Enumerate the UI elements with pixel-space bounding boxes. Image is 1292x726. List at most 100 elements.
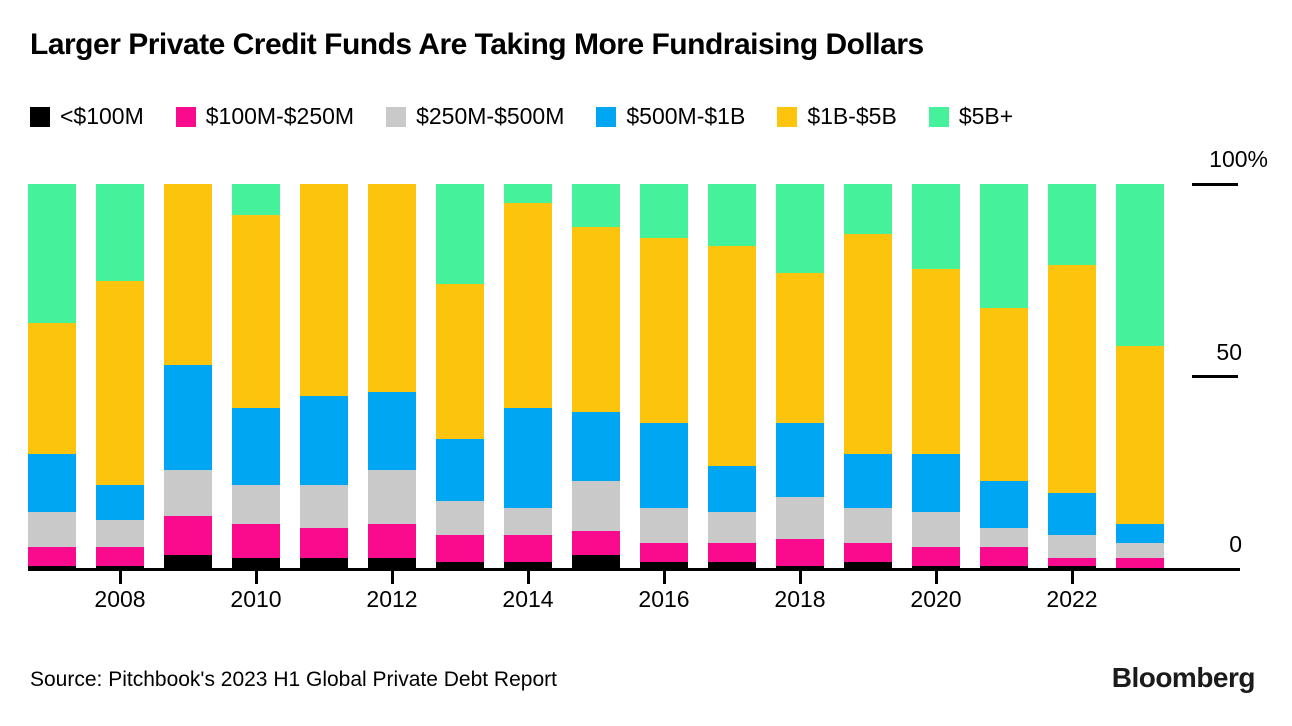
- segment-2021-$500M-$1B: [980, 481, 1028, 528]
- segment-2017-$500M-$1B: [708, 465, 756, 513]
- segment-2020-$500M-$1B: [912, 454, 960, 513]
- legend-item-5: $5B+: [928, 103, 1013, 130]
- bar-2019: [844, 184, 892, 570]
- segment-2017-$250M-$500M: [708, 512, 756, 543]
- x-tick-2022: [1070, 570, 1074, 584]
- segment-2013-$1B-$5B: [436, 284, 484, 439]
- x-tick-label-2014: 2014: [502, 586, 554, 612]
- chart-title: Larger Private Credit Funds Are Taking M…: [30, 28, 924, 61]
- legend-swatch-icon: [30, 106, 50, 127]
- segment-2022-$1B-$5B: [1048, 265, 1096, 493]
- x-tick-label-2018: 2018: [774, 586, 826, 612]
- segment-2012-$100M-$250M: [368, 523, 416, 559]
- segment-2008-$1B-$5B: [96, 280, 144, 486]
- segment-2023-$1B-$5B: [1116, 346, 1164, 524]
- x-tick-2014: [526, 570, 530, 584]
- segment-2022-$5B+: [1048, 184, 1096, 266]
- segment-2022-$250M-$500M: [1048, 535, 1096, 559]
- x-tick-2016: [662, 570, 666, 584]
- segment-2020-$100M-$250M: [912, 546, 960, 567]
- legend-label: $1B-$5B: [807, 103, 897, 129]
- segment-2023-$100M-$250M: [1116, 558, 1164, 570]
- bar-2021: [980, 184, 1028, 570]
- legend-swatch-icon: [175, 106, 196, 127]
- legend-swatch-icon: [928, 106, 949, 127]
- segment-2007-$5B+: [28, 184, 76, 323]
- segment-2019-<$100M: [844, 562, 892, 570]
- segment-2014-$100M-$250M: [504, 535, 552, 563]
- segment-2022-$500M-$1B: [1048, 492, 1096, 536]
- bar-2008: [96, 184, 144, 570]
- segment-2014-$500M-$1B: [504, 407, 552, 509]
- segment-2023-$500M-$1B: [1116, 523, 1164, 543]
- segment-2009-$1B-$5B: [164, 184, 212, 366]
- legend-swatch-icon: [386, 106, 407, 127]
- segment-2007-$1B-$5B: [28, 322, 76, 455]
- segment-2009-$500M-$1B: [164, 365, 212, 470]
- x-tick-label-2008: 2008: [94, 586, 146, 612]
- segment-2017-<$100M: [708, 562, 756, 570]
- segment-2012-$500M-$1B: [368, 392, 416, 470]
- bar-2014: [504, 184, 552, 570]
- segment-2015-$100M-$250M: [572, 531, 620, 555]
- segment-2010-$500M-$1B: [232, 407, 280, 486]
- segment-2016-$5B+: [640, 184, 688, 239]
- segment-2010-$100M-$250M: [232, 523, 280, 559]
- y-tick-label-50: 50: [1216, 339, 1242, 365]
- segment-2015-<$100M: [572, 554, 620, 570]
- x-tick-label-2010: 2010: [230, 586, 282, 612]
- segment-2009-<$100M: [164, 554, 212, 570]
- x-tick-2020: [934, 570, 938, 584]
- segment-2013-$500M-$1B: [436, 438, 484, 501]
- segment-2018-$250M-$500M: [776, 496, 824, 540]
- segment-2007-$100M-$250M: [28, 546, 76, 567]
- segment-2018-$100M-$250M: [776, 539, 824, 567]
- segment-2016-$1B-$5B: [640, 238, 688, 424]
- segment-2010-$1B-$5B: [232, 214, 280, 408]
- legend-item-4: $1B-$5B: [777, 103, 897, 130]
- segment-2016-$250M-$500M: [640, 508, 688, 543]
- segment-2015-$250M-$500M: [572, 481, 620, 532]
- segment-2007-$250M-$500M: [28, 512, 76, 547]
- segment-2014-$1B-$5B: [504, 203, 552, 408]
- segment-2013-$100M-$250M: [436, 535, 484, 563]
- y-tick-label-100pct: 100%: [1209, 146, 1268, 172]
- segment-2011-$1B-$5B: [300, 184, 348, 397]
- segment-2009-$100M-$250M: [164, 515, 212, 555]
- segment-2007-$500M-$1B: [28, 454, 76, 513]
- segment-2011-$500M-$1B: [300, 396, 348, 486]
- y-tick-line-50: [1192, 375, 1238, 378]
- segment-2011-$250M-$500M: [300, 485, 348, 528]
- bar-2011: [300, 184, 348, 570]
- x-tick-2012: [390, 570, 394, 584]
- segment-2010-<$100M: [232, 558, 280, 570]
- legend-label: $250M-$500M: [416, 103, 565, 129]
- legend-item-2: $250M-$500M: [386, 103, 564, 130]
- bar-2022: [1048, 184, 1096, 570]
- segment-2009-$250M-$500M: [164, 469, 212, 516]
- x-tick-label-2022: 2022: [1046, 586, 1098, 612]
- segment-2018-$5B+: [776, 184, 824, 273]
- segment-2017-$5B+: [708, 184, 756, 246]
- segment-2013-$250M-$500M: [436, 500, 484, 536]
- segment-2014-$250M-$500M: [504, 508, 552, 536]
- x-tick-2008: [118, 570, 122, 584]
- segment-2014-<$100M: [504, 562, 552, 570]
- segment-2008-$100M-$250M: [96, 546, 144, 567]
- bar-2015: [572, 184, 620, 570]
- segment-2008-$5B+: [96, 184, 144, 281]
- segment-2016-$500M-$1B: [640, 423, 688, 509]
- legend-label: $500M-$1B: [626, 103, 746, 129]
- legend-item-3: $500M-$1B: [596, 103, 745, 130]
- segment-2019-$250M-$500M: [844, 508, 892, 543]
- segment-2021-$250M-$500M: [980, 527, 1028, 547]
- segment-2021-$100M-$250M: [980, 546, 1028, 567]
- x-tick-2018: [798, 570, 802, 584]
- x-tick-label-2016: 2016: [638, 586, 690, 612]
- segment-2019-$5B+: [844, 184, 892, 235]
- segment-2020-$1B-$5B: [912, 268, 960, 455]
- segment-2023-$250M-$500M: [1116, 542, 1164, 559]
- segment-2015-$1B-$5B: [572, 226, 620, 412]
- segment-2010-$5B+: [232, 184, 280, 215]
- segment-2018-$500M-$1B: [776, 423, 824, 497]
